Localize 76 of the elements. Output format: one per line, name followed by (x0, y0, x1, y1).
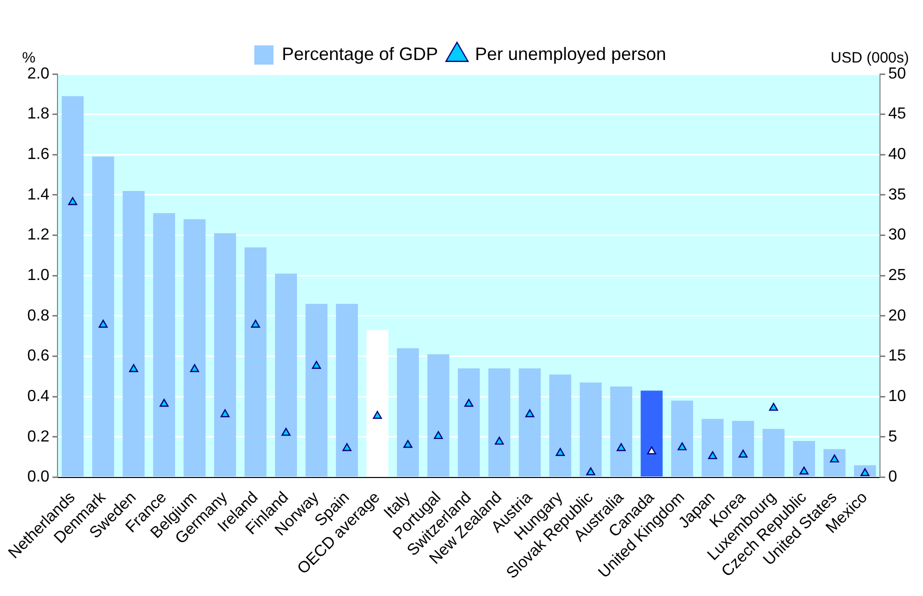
bar (214, 233, 236, 477)
bar (671, 400, 694, 477)
bar (336, 304, 358, 477)
y2-tick-label: 10 (888, 388, 906, 406)
point (616, 443, 626, 452)
legend-label: Percentage of GDP (282, 44, 438, 64)
bar (702, 418, 724, 477)
point (556, 448, 565, 456)
y-axis-title: % (22, 50, 36, 67)
y2-tick-label: 25 (888, 267, 906, 284)
point (678, 442, 687, 450)
bar (488, 368, 510, 477)
y2-tick-label: 45 (888, 106, 906, 123)
point (282, 428, 290, 436)
point (708, 451, 718, 460)
point (434, 431, 443, 440)
bar (458, 368, 480, 477)
point (372, 410, 382, 419)
bar (184, 219, 206, 477)
point (129, 364, 138, 372)
point (68, 197, 78, 206)
point (98, 320, 108, 328)
bar (275, 274, 297, 477)
y2-tick-label: 15 (888, 348, 906, 365)
point (464, 398, 474, 407)
bar (92, 156, 114, 477)
bar (396, 348, 419, 477)
point (586, 467, 596, 476)
y2-tick-label: 40 (888, 146, 906, 164)
y-tick-label: 1.0 (27, 267, 50, 284)
point (342, 443, 352, 452)
point (312, 360, 321, 369)
point (190, 364, 200, 372)
point (647, 446, 656, 454)
bar (610, 386, 632, 477)
point (769, 402, 778, 411)
bar (427, 354, 450, 477)
y-tick-label: 0.0 (27, 468, 50, 486)
point (251, 320, 260, 328)
bar (762, 428, 785, 477)
y2-tick-label: 30 (888, 226, 906, 244)
bar (306, 304, 328, 477)
y2-axis-title: USD (000s) (830, 50, 909, 67)
bar (153, 213, 176, 477)
y-tick-label: 1.4 (27, 186, 50, 204)
y-tick-label: 1.8 (27, 106, 50, 123)
y2-tick-label: 0 (888, 468, 898, 486)
y2-tick-label: 5 (888, 428, 898, 446)
y-tick-label: 1.2 (27, 226, 50, 244)
y-tick-label: 0.8 (27, 307, 50, 324)
point (160, 398, 169, 407)
bar (793, 441, 815, 477)
point (403, 440, 412, 448)
bar (580, 382, 602, 477)
y2-tick-label: 35 (888, 186, 906, 204)
point (494, 436, 504, 445)
y-tick-label: 0.6 (27, 348, 50, 365)
point (800, 466, 809, 475)
y-tick-label: 1.6 (27, 146, 50, 164)
point (220, 409, 230, 418)
point (738, 450, 748, 458)
bar (824, 449, 846, 477)
point (525, 409, 534, 418)
legend-label: Per unemployed person (474, 44, 666, 64)
y-tick-label: 0.2 (27, 428, 50, 446)
bar (122, 190, 145, 477)
y2-tick-label: 20 (888, 307, 906, 324)
y-tick-label: 0.4 (27, 388, 50, 406)
bar (518, 368, 541, 477)
y-tick-label: 2.0 (27, 65, 50, 82)
bar (549, 374, 572, 477)
bar (732, 420, 754, 477)
bar (640, 390, 663, 477)
bar (244, 247, 266, 477)
y2-tick-label: 50 (888, 65, 906, 82)
bar (62, 96, 84, 477)
